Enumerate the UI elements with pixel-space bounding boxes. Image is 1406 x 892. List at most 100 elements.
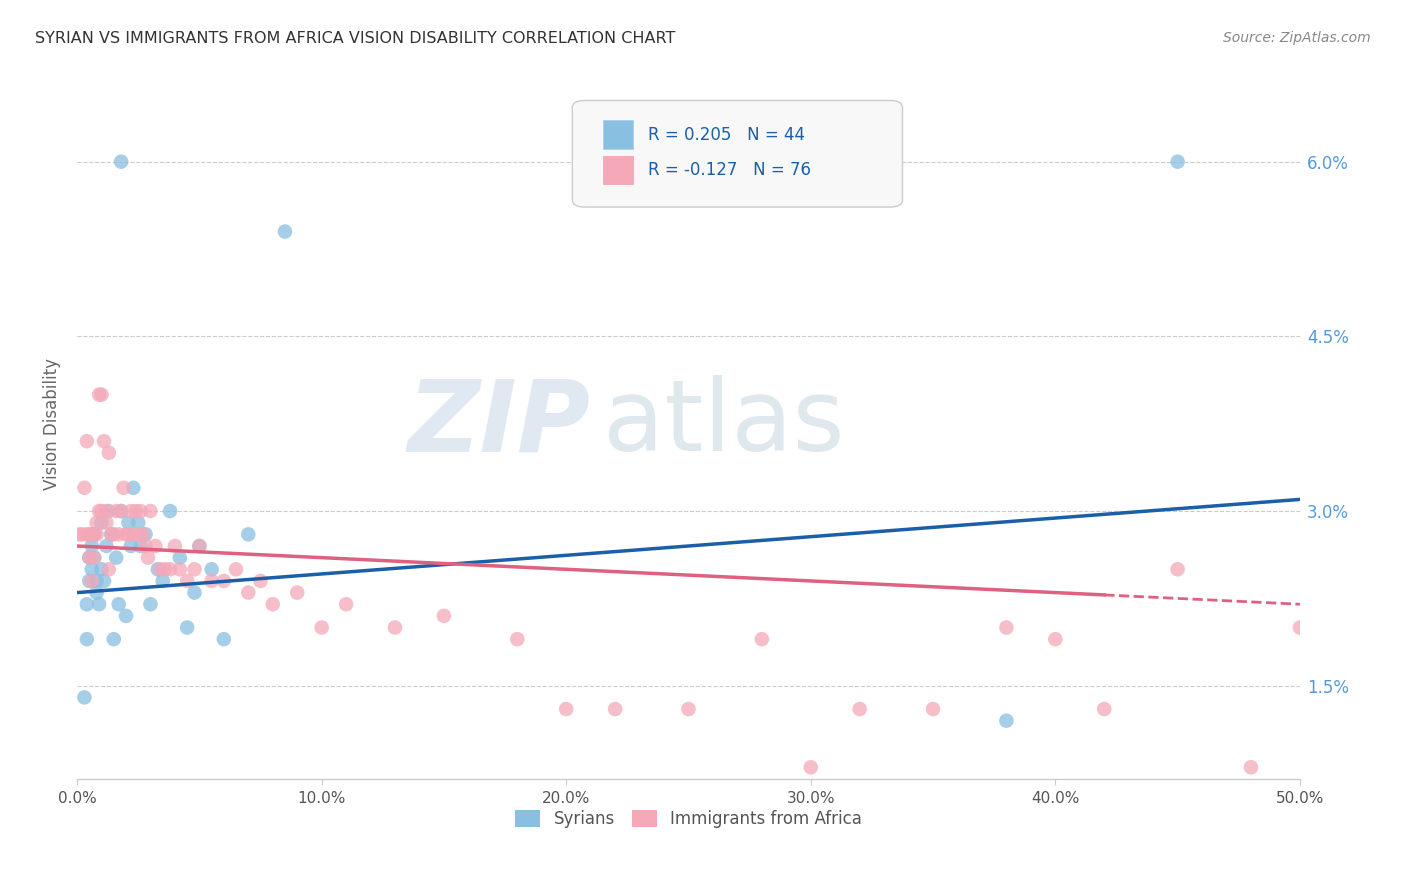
Point [115,608,138,623]
Point [117,527,139,541]
Text: R = -0.127   N = 76: R = -0.127 N = 76 [648,161,811,179]
Point [83,550,105,565]
Point [97,446,120,460]
Point [112,481,135,495]
Point [848,702,870,716]
Point [103,527,125,541]
Point [122,527,145,541]
Point [86,516,108,530]
Point [249,574,271,588]
Point [135,539,157,553]
Point [143,539,166,553]
Point [238,527,260,541]
Point [188,539,211,553]
Point [110,504,132,518]
Point [115,527,138,541]
Point [384,620,406,634]
Point [83,550,105,565]
Point [73,481,96,495]
Point [285,585,308,599]
Point [90,504,112,518]
Point [70,527,93,541]
Point [96,504,118,518]
Point [800,760,823,774]
Point [188,539,211,553]
Point [76,434,98,449]
Point [107,527,129,541]
Text: Source: ZipAtlas.com: Source: ZipAtlas.com [1223,31,1371,45]
Point [311,620,333,634]
Point [132,527,155,541]
Point [103,632,125,647]
Point [69,527,91,541]
Point [678,702,700,716]
Point [86,585,108,599]
Point [80,539,103,553]
Point [93,574,115,588]
Point [159,504,181,518]
Point [1167,154,1189,169]
Point [96,539,118,553]
Point [100,527,122,541]
Point [117,516,139,530]
Point [87,597,110,611]
Point [922,702,945,716]
Point [176,574,198,588]
Point [79,550,101,565]
Point [129,504,152,518]
Point [169,562,191,576]
Point [76,597,98,611]
Point [120,504,142,518]
Point [86,527,108,541]
Point [80,527,103,541]
Point [135,527,157,541]
Point [274,225,297,239]
Point [1289,620,1312,634]
Point [603,702,626,716]
Bar [603,156,634,185]
Point [122,481,145,495]
Bar [603,120,634,149]
Point [120,539,142,553]
Point [1240,760,1263,774]
Point [159,562,181,576]
Text: R = 0.205   N = 44: R = 0.205 N = 44 [648,126,806,144]
Point [93,434,115,449]
Point [80,574,103,588]
Text: SYRIAN VS IMMIGRANTS FROM AFRICA VISION DISABILITY CORRELATION CHART: SYRIAN VS IMMIGRANTS FROM AFRICA VISION … [35,31,675,46]
Point [79,527,101,541]
Point [87,387,110,401]
Point [152,574,174,588]
Point [183,562,205,576]
Point [136,550,159,565]
Point [1092,702,1115,716]
Point [79,574,101,588]
Point [200,562,222,576]
Point [262,597,284,611]
Point [555,702,578,716]
Point [506,632,529,647]
Point [751,632,773,647]
Point [110,154,132,169]
Point [127,516,149,530]
Point [80,562,103,576]
Point [139,504,162,518]
Point [1045,632,1067,647]
Point [105,504,128,518]
Point [97,504,120,518]
Y-axis label: Vision Disability: Vision Disability [44,358,60,490]
Legend: Syrians, Immigrants from Africa: Syrians, Immigrants from Africa [509,803,869,835]
Point [105,550,128,565]
Text: atlas: atlas [603,376,845,472]
Point [183,585,205,599]
Point [76,632,98,647]
Point [146,562,169,576]
Point [153,562,176,576]
Point [73,690,96,705]
Point [238,585,260,599]
Point [90,387,112,401]
Point [86,574,108,588]
Point [83,527,105,541]
Point [110,504,132,518]
Point [96,516,118,530]
